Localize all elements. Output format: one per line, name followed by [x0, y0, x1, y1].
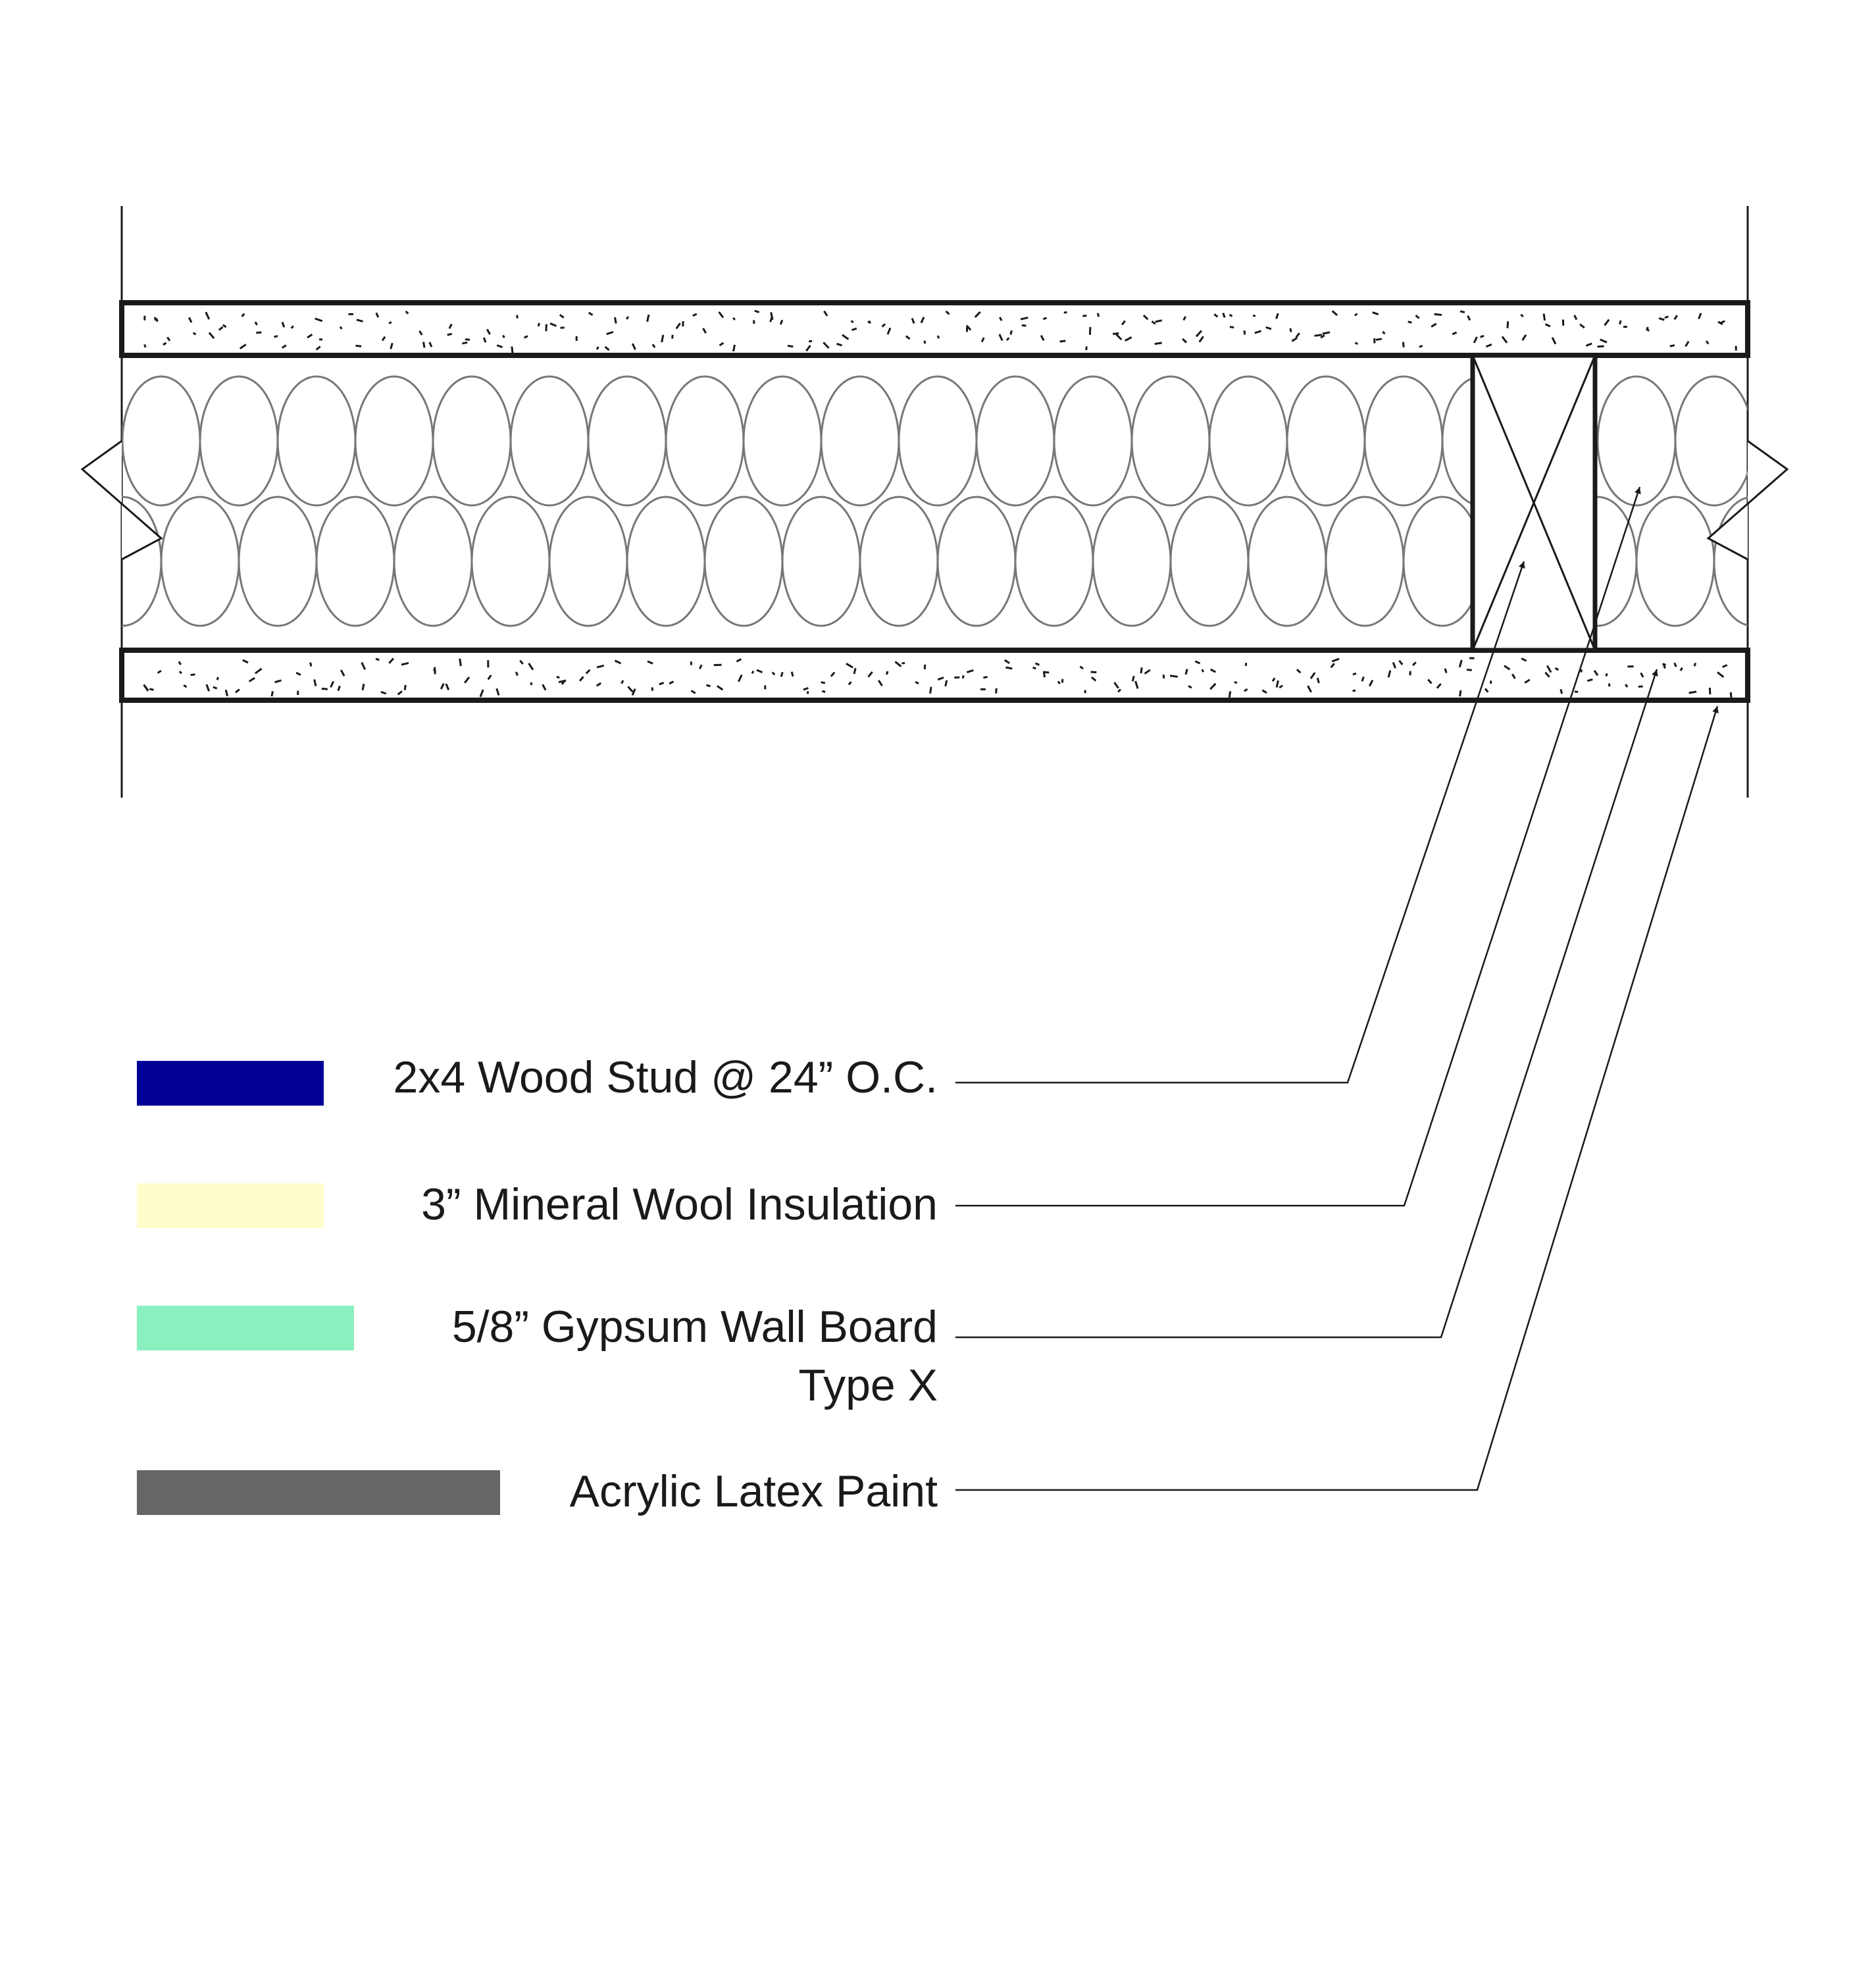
legend-label-mineral-wool: 3” Mineral Wool Insulation	[421, 1179, 938, 1229]
top-gypsum-texture	[143, 309, 1737, 354]
legend: 2x4 Wood Stud @ 24” O.C. 3” Mineral Wool…	[137, 1052, 938, 1516]
leader-lines	[955, 486, 1719, 1491]
legend-swatch-wood-stud	[137, 1061, 324, 1106]
legend-swatch-mineral-wool	[137, 1183, 324, 1228]
legend-label-paint: Acrylic Latex Paint	[570, 1466, 938, 1516]
right-break-symbol	[1706, 440, 1789, 561]
leader-wood-stud	[955, 561, 1525, 1084]
bottom-gypsum-board	[119, 648, 1750, 703]
legend-swatch-paint	[137, 1470, 500, 1515]
leader-mineral-wool	[955, 486, 1641, 1207]
legend-item-mineral-wool: 3” Mineral Wool Insulation	[137, 1179, 938, 1229]
wall-section	[80, 206, 1789, 798]
top-gypsum-board	[119, 300, 1750, 358]
legend-item-paint: Acrylic Latex Paint	[137, 1466, 938, 1516]
mineral-wool-insulation	[122, 375, 1748, 627]
legend-item-wood-stud: 2x4 Wood Stud @ 24” O.C.	[137, 1052, 938, 1106]
wood-stud	[1470, 353, 1598, 653]
leader-gypsum-board	[955, 669, 1658, 1339]
legend-label-wood-stud: 2x4 Wood Stud @ 24” O.C.	[393, 1052, 938, 1102]
legend-label-gypsum-board: 5/8” Gypsum Wall Board	[452, 1302, 938, 1352]
legend-item-gypsum-board: 5/8” Gypsum Wall Board Type X	[137, 1302, 938, 1410]
bottom-gypsum-texture	[143, 657, 1733, 698]
leader-paint	[955, 705, 1719, 1491]
legend-swatch-gypsum-board	[137, 1306, 354, 1350]
legend-label-gypsum-board-line2: Type X	[798, 1360, 938, 1410]
left-break-symbol	[80, 440, 163, 561]
